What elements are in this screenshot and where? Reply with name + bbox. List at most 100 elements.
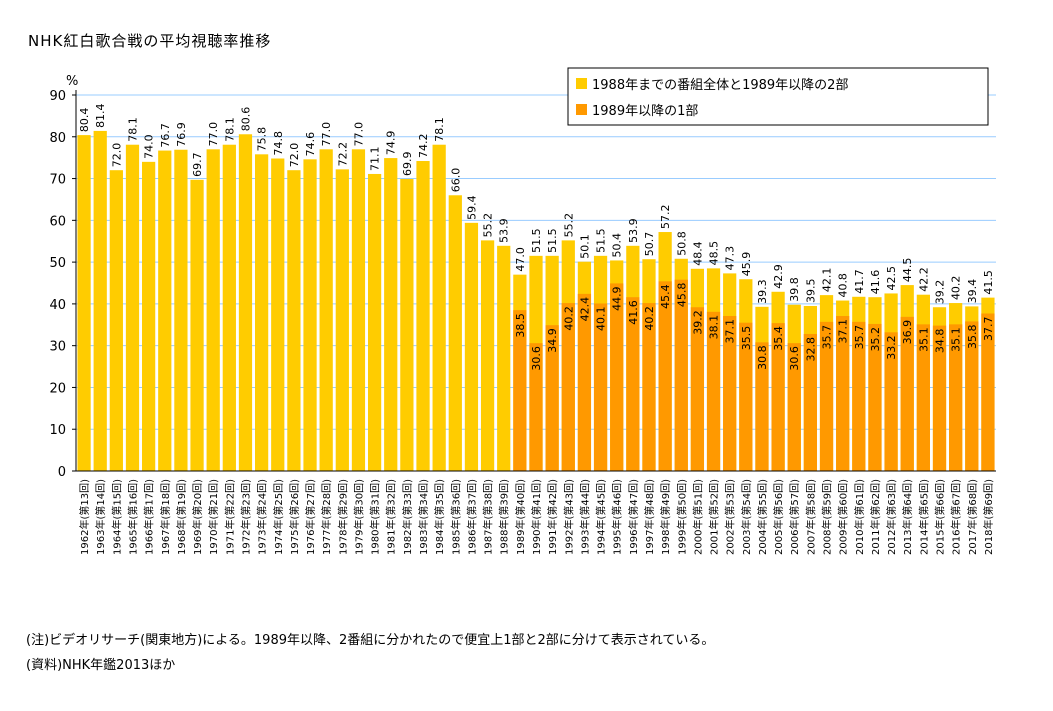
y-tick-label: 40 — [49, 298, 66, 313]
data-label-part1: 30.8 — [756, 345, 769, 370]
x-tick-label: 1973年(第24回) — [256, 479, 269, 555]
x-tick-label: 1962年(第13回) — [78, 479, 91, 555]
data-label-part1: 30.6 — [788, 346, 801, 371]
data-label-part1: 35.5 — [740, 326, 753, 351]
bar-part2 — [174, 149, 188, 471]
x-tick-label: 1974年(第25回) — [272, 479, 285, 555]
data-label-part1: 35.1 — [917, 327, 930, 352]
x-tick-label: 1966年(第17回) — [143, 479, 156, 555]
data-label-part1: 40.2 — [562, 306, 575, 331]
x-tick-label: 1984年(第35回) — [433, 479, 446, 555]
legend-label-part1: 1989年以降の1部 — [592, 104, 698, 119]
x-tick-label: 1994年(第45回) — [595, 479, 608, 555]
footnote-source-method: (注)ビデオリサーチ(関東地方)による。1989年以降、2番組に分かれたので便宜… — [26, 633, 715, 648]
data-label-part1: 45.4 — [659, 284, 672, 309]
data-label-part2: 42.1 — [821, 268, 834, 293]
data-label-part1: 32.8 — [804, 337, 817, 362]
x-tick-label: 1970年(第21回) — [207, 479, 220, 555]
data-label-part1: 30.6 — [530, 346, 543, 371]
bar-part2 — [287, 170, 301, 471]
data-label-part2: 41.7 — [853, 269, 866, 294]
x-tick-label: 2014年(第65回) — [917, 479, 930, 555]
data-label-part2: 59.4 — [465, 195, 478, 220]
data-label-part2: 39.8 — [788, 277, 801, 302]
bar-part2 — [400, 178, 414, 471]
data-label-part1: 45.8 — [675, 283, 688, 308]
data-label-part2: 50.1 — [578, 234, 591, 259]
bar-part1 — [916, 324, 930, 471]
data-label-part1: 40.1 — [595, 306, 608, 331]
x-tick-label: 1998年(第49回) — [659, 479, 672, 555]
legend-box — [567, 67, 989, 126]
data-label-part2: 77.0 — [320, 122, 333, 147]
bar-part1 — [674, 279, 688, 471]
y-tick-label: 30 — [49, 340, 66, 355]
bar-part1 — [706, 311, 721, 471]
y-tick-label: 0 — [58, 465, 66, 480]
bar-part2 — [351, 149, 366, 472]
data-label-part2: 69.7 — [191, 152, 204, 177]
x-tick-label: 2016年(第67回) — [950, 479, 963, 555]
data-label-part2: 41.6 — [869, 270, 882, 295]
data-label-part2: 80.4 — [78, 108, 91, 133]
bar-part1 — [884, 332, 898, 471]
x-tick-label: 1969年(第20回) — [191, 479, 204, 555]
y-tick-label: 90 — [49, 89, 66, 104]
data-label-part2: 76.7 — [159, 123, 172, 148]
data-label-part2: 75.8 — [256, 127, 269, 152]
x-tick-label: 2018年(第69回) — [982, 479, 995, 555]
x-tick-label: 2011年(第62回) — [869, 479, 882, 555]
x-tick-label: 1982年(第33回) — [401, 479, 414, 555]
data-label-part2: 42.5 — [885, 266, 898, 291]
x-tick-label: 1972年(第23回) — [239, 479, 252, 555]
x-tick-label: 1979年(第30回) — [352, 479, 365, 555]
x-tick-label: 1993年(第44回) — [578, 479, 591, 555]
x-tick-label: 1997年(第48回) — [643, 479, 656, 555]
x-tick-label: 2000年(第51回) — [691, 479, 704, 555]
bar-part2 — [222, 144, 236, 471]
bar-part2 — [142, 161, 156, 471]
data-label-part2: 78.1 — [126, 117, 139, 142]
x-tick-label: 1967年(第18回) — [159, 479, 172, 555]
bar-part2 — [77, 135, 91, 471]
x-tick-label: 1991年(第42回) — [546, 479, 559, 555]
data-label-part1: 33.2 — [885, 335, 898, 360]
x-tick-label: 1990年(第41回) — [530, 479, 543, 555]
data-label-part2: 50.8 — [675, 231, 688, 256]
x-tick-label: 1995年(第46回) — [611, 479, 624, 555]
data-label-part2: 72.2 — [336, 142, 349, 167]
bar-part1 — [610, 283, 624, 471]
bar-part1 — [593, 303, 608, 471]
bar-part1 — [642, 303, 656, 471]
bar-part1 — [545, 325, 559, 471]
x-tick-label: 1964年(第15回) — [110, 479, 123, 555]
x-tick-label: 2002年(第53回) — [724, 479, 737, 555]
data-label-part2: 39.4 — [966, 279, 979, 304]
data-label-part1: 35.4 — [772, 326, 785, 351]
data-label-part2: 80.6 — [239, 107, 252, 132]
data-label-part1: 38.5 — [514, 313, 527, 338]
bar-part2 — [109, 170, 123, 471]
x-tick-label: 1980年(第31回) — [369, 479, 382, 555]
bar-part1 — [965, 321, 979, 471]
chart-title: NHK紅白歌合戦の平均視聴率推移 — [28, 32, 272, 50]
data-label-part2: 42.9 — [772, 264, 785, 289]
x-tick-label: 1963年(第14回) — [94, 479, 107, 555]
bar-part1 — [626, 297, 640, 471]
bar-part1 — [819, 321, 834, 471]
data-label-part2: 55.2 — [562, 213, 575, 238]
data-label-part2: 48.5 — [708, 241, 721, 266]
data-label-part1: 40.2 — [643, 306, 656, 331]
x-tick-label: 2013年(第64回) — [901, 479, 914, 555]
data-label-part2: 53.9 — [627, 218, 640, 243]
x-tick-label: 1976年(第27回) — [304, 479, 317, 555]
data-label-part1: 36.9 — [901, 320, 914, 345]
data-label-part1: 42.4 — [578, 297, 591, 322]
bar-part1 — [981, 313, 995, 471]
bar-part2 — [448, 195, 462, 471]
x-tick-label: 1977年(第28回) — [320, 479, 333, 555]
x-tick-label: 2003年(第54回) — [740, 479, 753, 555]
data-label-part2: 40.2 — [950, 276, 963, 301]
data-label-part2: 47.0 — [514, 247, 527, 272]
y-axis-unit: % — [66, 74, 78, 89]
